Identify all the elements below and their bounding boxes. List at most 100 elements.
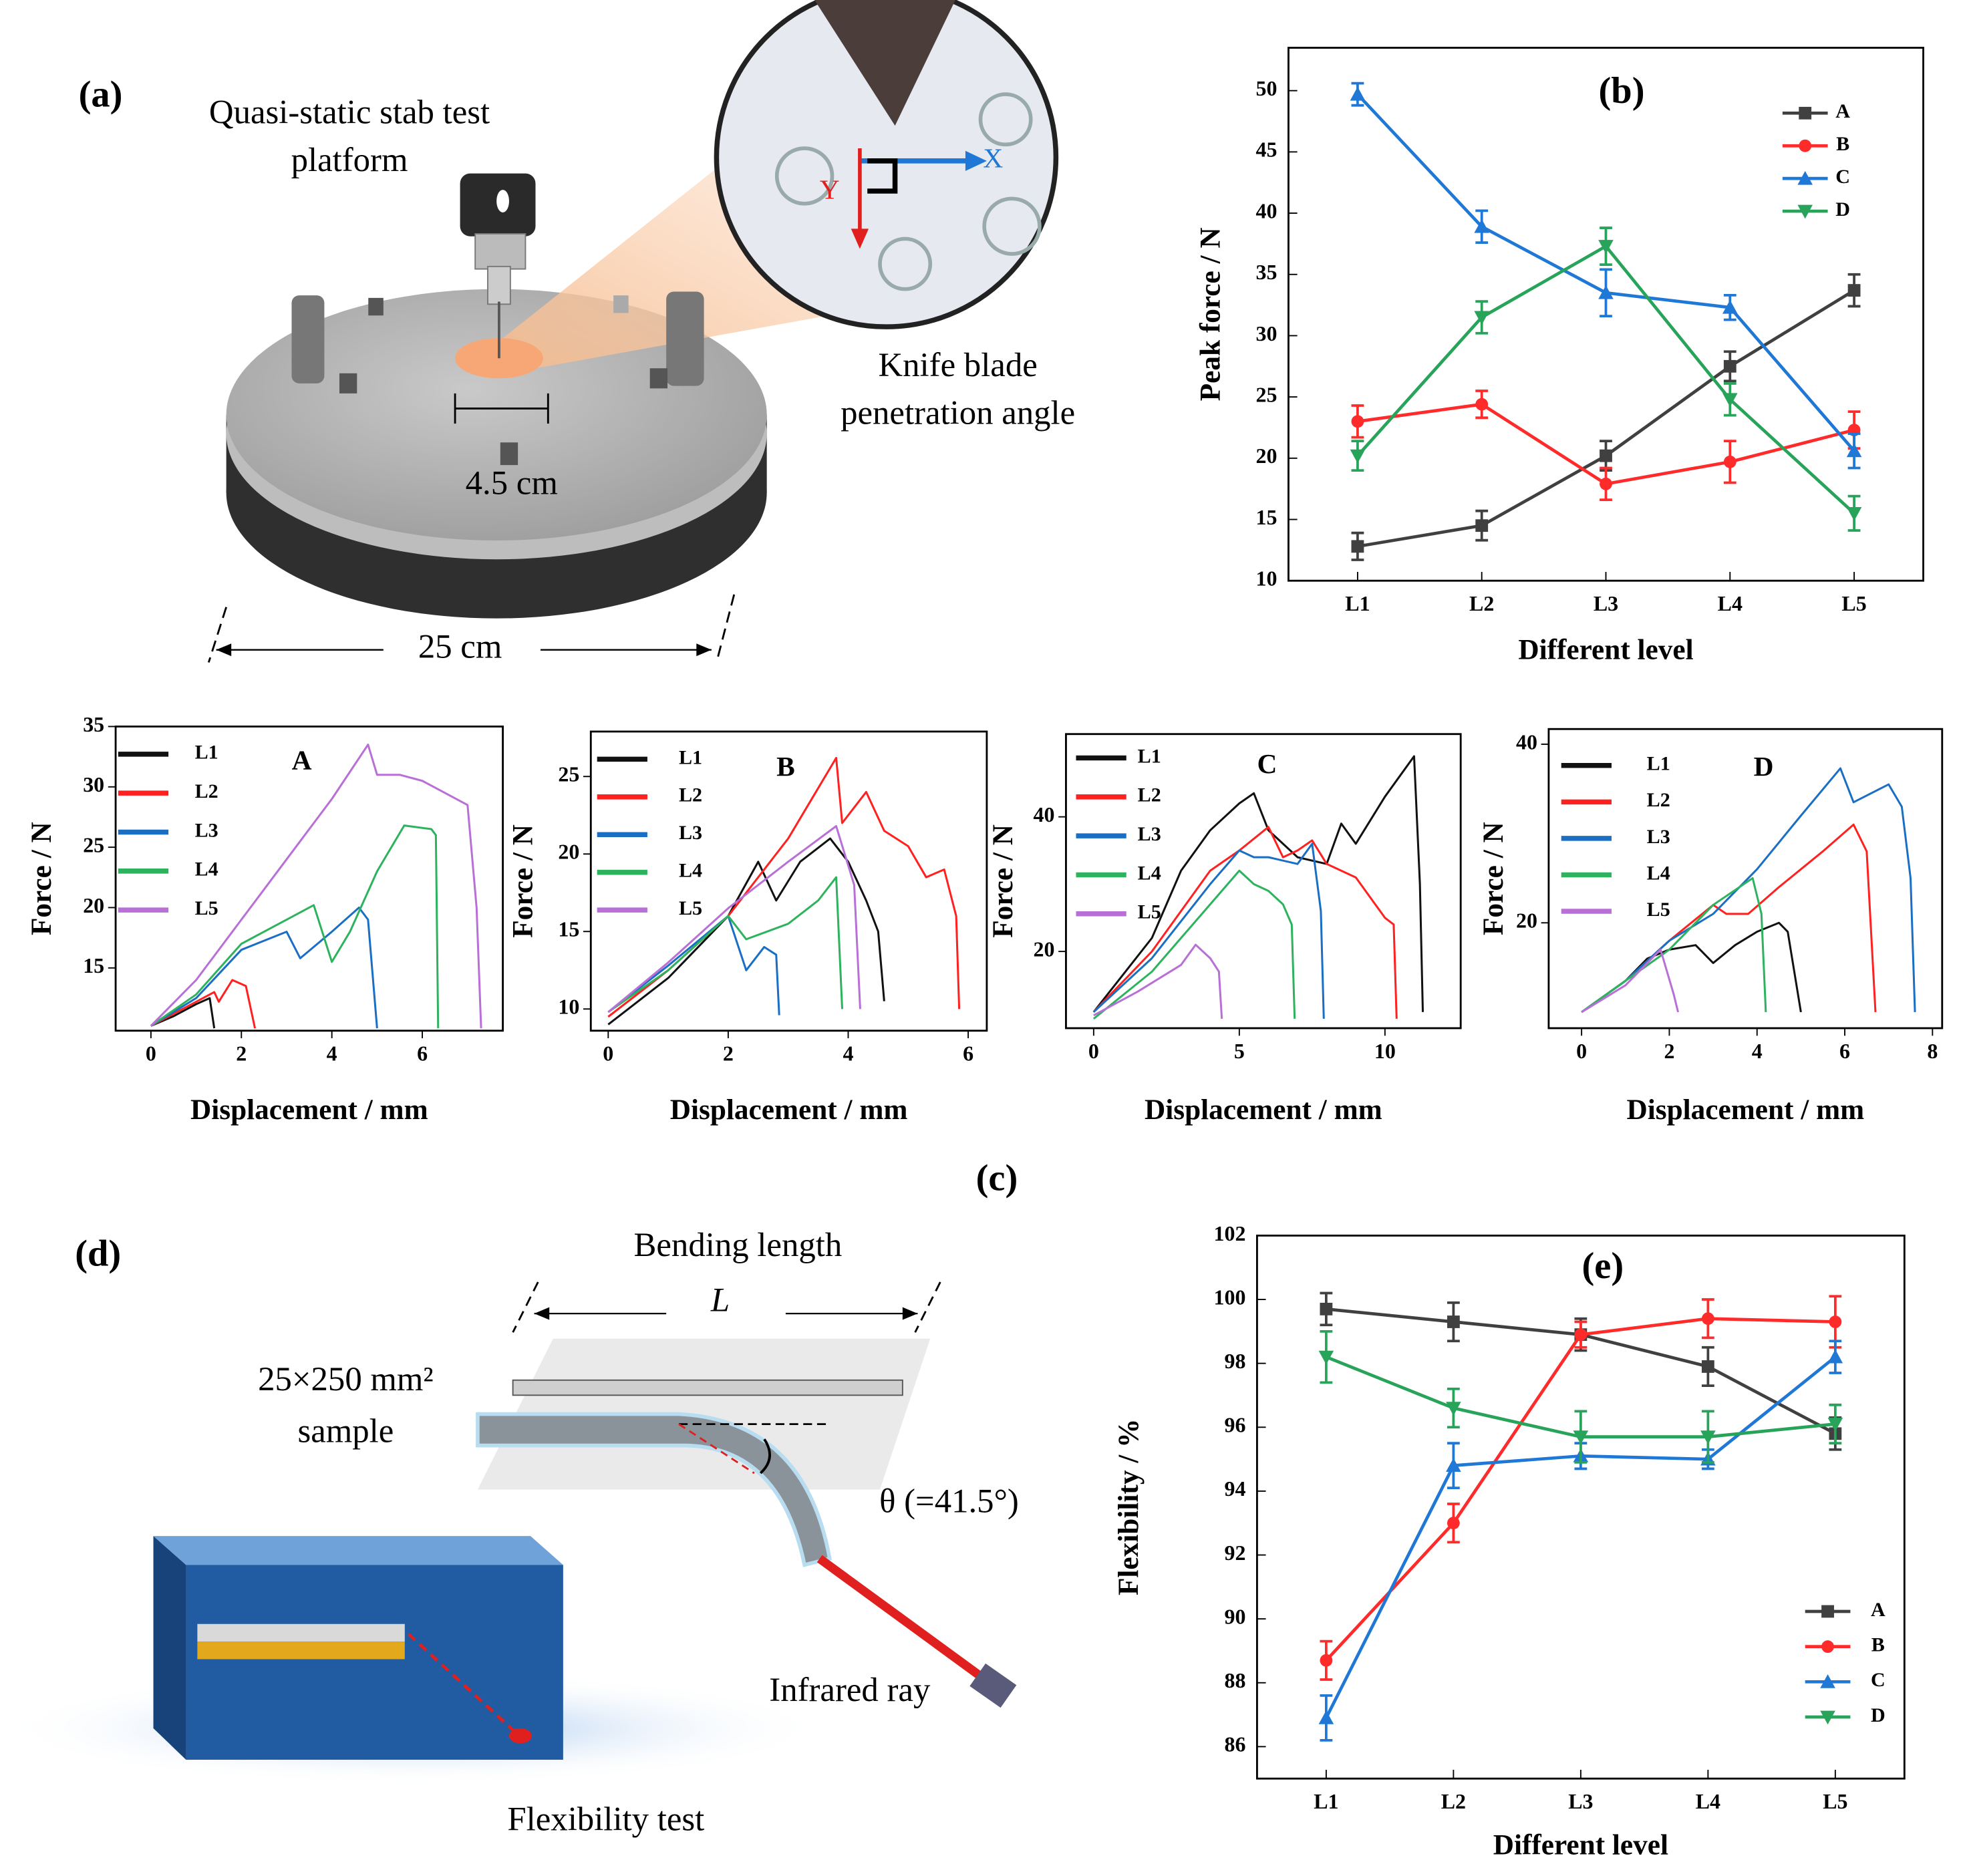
caption: Infrared ray	[769, 1671, 931, 1708]
x-tick-label: 0	[146, 1042, 156, 1066]
legend-label: L3	[679, 821, 702, 844]
series-line	[607, 837, 885, 1026]
y-tick-label: 40	[1034, 803, 1055, 826]
legend-label: L5	[1138, 901, 1161, 923]
legend-label: L4	[1647, 861, 1670, 884]
x-tick-label: 0	[1088, 1040, 1099, 1063]
marker	[1827, 1418, 1843, 1432]
marker	[1600, 477, 1612, 490]
x-tick-label: 2	[723, 1042, 734, 1066]
x-tick-label: L5	[1823, 1790, 1847, 1813]
series-line	[1581, 767, 1916, 1013]
marker	[1475, 398, 1489, 411]
marker	[1820, 1674, 1835, 1688]
marker	[1320, 1654, 1333, 1667]
legend-label: A	[1871, 1598, 1885, 1621]
x-tick-label: L4	[1696, 1790, 1720, 1813]
caption: θ (=41.5°)	[879, 1482, 1019, 1520]
caption: Quasi-static stab test	[209, 94, 490, 131]
x-axis-label: Different level	[1493, 1829, 1668, 1861]
y-axis-label: Flexibility / %	[1112, 1419, 1145, 1595]
panel-label: (d)	[75, 1233, 121, 1274]
series-line	[1581, 921, 1802, 1013]
x-tick-label: 5	[1234, 1040, 1245, 1063]
series-line	[1581, 948, 1680, 1013]
marker	[1846, 443, 1862, 458]
x-axis-label: Different level	[1518, 633, 1693, 665]
x-axis-label: Displacement / mm	[670, 1094, 908, 1126]
legend-label: L2	[1138, 784, 1161, 806]
y-tick-label: 20	[558, 840, 579, 864]
legend-label: L5	[1647, 898, 1670, 921]
marker	[1821, 1640, 1834, 1654]
plot-frame	[589, 730, 988, 1032]
y-axis-label: Force / N	[987, 824, 1019, 938]
y-tick-label: 15	[558, 918, 579, 941]
caption: Knife blade	[878, 346, 1037, 383]
axis-name: X	[983, 142, 1003, 173]
y-tick-label: 30	[83, 773, 104, 796]
marker	[1799, 139, 1812, 152]
legend-label: C	[1835, 165, 1850, 188]
legend-label: L3	[1138, 822, 1161, 845]
marker	[1474, 218, 1490, 233]
series-line	[150, 906, 378, 1029]
y-tick-label: 100	[1214, 1285, 1246, 1309]
caption: Bending length	[634, 1226, 843, 1263]
marker	[1797, 170, 1813, 185]
legend-label: L2	[679, 784, 702, 806]
marker	[1351, 415, 1364, 428]
caption: sample	[297, 1412, 394, 1449]
marker	[1350, 86, 1366, 101]
y-tick-label: 15	[1256, 506, 1277, 529]
dimension: 25 cm	[418, 627, 502, 665]
y-tick-label: 88	[1225, 1669, 1246, 1692]
legend-label: L1	[195, 741, 218, 764]
legend-label: L3	[195, 818, 218, 841]
y-tick-label: 96	[1225, 1414, 1246, 1437]
series-line	[1092, 842, 1325, 1019]
plot-frame	[114, 726, 504, 1032]
plot-frame	[1288, 47, 1924, 582]
marker	[1447, 1517, 1460, 1530]
x-tick-label: L2	[1469, 592, 1494, 615]
y-tick-label: 40	[1256, 199, 1277, 222]
marker	[1447, 1315, 1460, 1328]
x-tick-label: L5	[1841, 592, 1866, 615]
chart-title: A	[292, 745, 312, 776]
legend-label: A	[1835, 100, 1850, 122]
y-tick-label: 30	[1256, 322, 1277, 345]
y-tick-label: 35	[83, 713, 104, 736]
y-tick-label: 20	[1034, 937, 1055, 961]
caption: L	[710, 1281, 730, 1319]
series-line	[150, 744, 482, 1029]
chart-title: (b)	[1599, 70, 1645, 112]
legend-label: D	[1835, 198, 1850, 220]
x-tick-label: 6	[417, 1042, 428, 1066]
panel-label: (c)	[976, 1157, 1018, 1199]
y-tick-label: 102	[1214, 1222, 1246, 1245]
legend-label: B	[1871, 1633, 1885, 1656]
marker	[1820, 1710, 1835, 1725]
axis-name: Y	[820, 174, 840, 204]
marker	[1723, 455, 1737, 468]
x-tick-label: L4	[1718, 592, 1743, 615]
chart-title: (e)	[1581, 1245, 1624, 1287]
y-tick-label: 20	[83, 894, 104, 917]
x-tick-label: 10	[1374, 1040, 1396, 1063]
marker	[1723, 359, 1737, 373]
flexibility-illustration	[0, 1281, 1017, 1785]
series-line	[1093, 943, 1223, 1019]
marker	[1598, 285, 1614, 299]
y-axis-label: Force / N	[1477, 822, 1509, 935]
legend-label: L2	[195, 780, 218, 802]
legend-label: L3	[1647, 825, 1670, 848]
y-tick-label: 10	[558, 995, 579, 1019]
marker	[1446, 1402, 1461, 1416]
caption: penetration angle	[841, 394, 1075, 431]
marker	[1827, 1349, 1843, 1364]
y-tick-label: 15	[83, 954, 104, 977]
panel-label: (a)	[79, 74, 123, 116]
marker	[1573, 1430, 1589, 1444]
